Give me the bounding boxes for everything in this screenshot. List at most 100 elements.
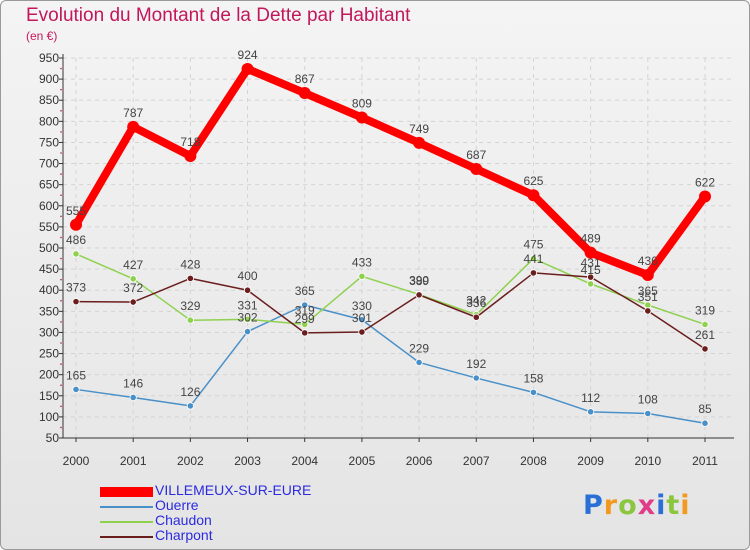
data-label: 433	[352, 255, 372, 269]
data-label: 85	[698, 402, 712, 416]
data-point	[301, 301, 309, 309]
series-line	[75, 253, 706, 326]
data-point	[529, 269, 538, 277]
data-point	[527, 189, 540, 202]
data-label: 319	[695, 303, 715, 317]
y-minor-tick	[60, 109, 62, 112]
data-label: 372	[123, 281, 143, 295]
y-tick-label: 100	[39, 410, 59, 424]
data-point	[415, 291, 423, 299]
data-label: 261	[695, 328, 715, 342]
data-label: 365	[295, 284, 315, 298]
data-point	[186, 402, 194, 410]
legend-swatch	[100, 536, 153, 538]
y-minor-tick	[60, 257, 62, 260]
data-label: 158	[523, 371, 543, 385]
data-point	[301, 329, 309, 337]
x-tick-label: 2005	[349, 454, 376, 468]
data-label: 400	[238, 269, 258, 283]
data-label: 302	[238, 311, 258, 325]
data-label: 787	[123, 106, 143, 120]
data-label: 427	[123, 258, 143, 272]
data-label: 718	[180, 135, 200, 149]
data-point	[470, 163, 483, 176]
data-label: 555	[66, 204, 86, 218]
data-label: 112	[581, 391, 600, 405]
data-label: 924	[238, 48, 258, 62]
y-tick-label: 200	[39, 368, 59, 382]
data-point	[529, 388, 538, 396]
y-tick-label: 650	[39, 178, 59, 192]
y-tick-label: 900	[39, 72, 59, 86]
logo-letter: P	[583, 490, 604, 521]
logo-letter: i	[656, 490, 667, 521]
data-label: 428	[180, 257, 200, 271]
data-label: 319	[295, 303, 315, 317]
y-tick-label: 950	[39, 51, 59, 65]
data-label: 625	[523, 174, 543, 188]
data-point	[127, 120, 140, 133]
data-point	[129, 298, 137, 306]
y-minor-tick	[60, 152, 62, 154]
y-minor-tick	[60, 194, 62, 197]
legend-label: Ouerre	[155, 497, 199, 513]
y-minor-tick	[60, 173, 62, 175]
x-tick-label: 2000	[63, 454, 90, 468]
data-point	[298, 87, 311, 100]
data-point	[241, 62, 254, 75]
y-tick-label: 450	[39, 262, 59, 276]
data-point	[358, 316, 366, 324]
data-point	[72, 298, 80, 306]
data-label: 192	[466, 357, 486, 371]
data-point	[72, 250, 80, 258]
y-tick-label: 400	[39, 283, 59, 297]
data-point	[529, 254, 538, 263]
series-line	[72, 64, 709, 280]
legend-swatch	[100, 487, 153, 497]
legend-label: Charpont	[155, 527, 213, 543]
data-point	[644, 409, 652, 418]
data-label: 475	[523, 238, 543, 252]
data-label: 229	[409, 341, 429, 355]
data-point	[72, 385, 80, 394]
data-label: 330	[352, 299, 372, 313]
x-tick-label: 2009	[577, 454, 604, 468]
data-label: 329	[180, 299, 200, 313]
x-tick-label: 2010	[634, 454, 661, 468]
data-point	[415, 358, 423, 367]
data-label: 336	[466, 296, 486, 310]
logo-letter: r	[603, 490, 619, 521]
data-label: 436	[638, 254, 658, 268]
y-minor-tick	[60, 363, 62, 365]
y-minor-tick	[60, 426, 62, 429]
logo-letter: t	[666, 490, 681, 521]
y-minor-tick	[60, 384, 62, 387]
chart-title: Evolution du Montant de la Dette par Hab…	[26, 5, 411, 26]
y-tick-label: 800	[39, 114, 59, 128]
data-point	[129, 275, 137, 283]
y-tick-label: 250	[39, 347, 59, 361]
data-point	[587, 408, 595, 416]
data-point	[699, 190, 711, 203]
data-label: 809	[352, 97, 372, 111]
x-tick-label: 2003	[234, 454, 261, 468]
logo-letter: i	[680, 490, 691, 521]
x-tick-label: 2006	[406, 454, 433, 468]
data-label: 486	[66, 233, 86, 247]
data-point	[243, 286, 252, 294]
legend-item: Chaudon	[100, 512, 360, 529]
data-point	[472, 374, 480, 382]
data-point	[358, 328, 366, 336]
y-tick-label: 500	[39, 241, 59, 255]
data-label: 146	[123, 376, 143, 390]
data-point	[701, 320, 709, 329]
y-minor-tick	[60, 278, 62, 281]
data-point	[129, 393, 137, 402]
y-tick-label: 750	[39, 135, 59, 149]
data-label: 415	[581, 263, 601, 277]
data-point	[301, 320, 309, 329]
data-point	[641, 269, 654, 282]
data-point	[413, 136, 426, 149]
y-minor-tick	[60, 67, 62, 70]
data-point	[472, 313, 480, 321]
